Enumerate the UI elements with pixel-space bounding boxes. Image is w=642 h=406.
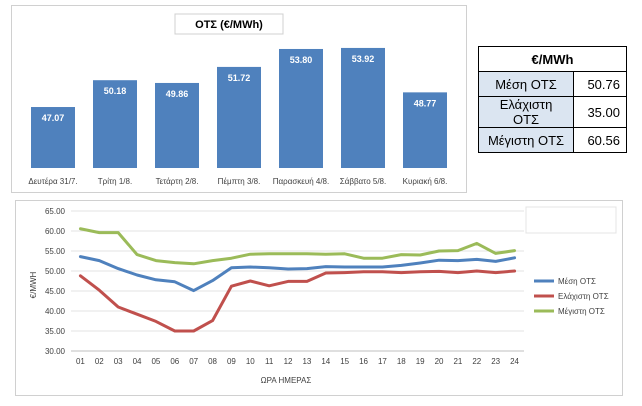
- x-tick-label: 19: [416, 357, 425, 366]
- x-tick-label: 14: [321, 357, 330, 366]
- y-tick-label: 60.00: [45, 227, 66, 236]
- summary-header-row: €/MWh: [478, 46, 627, 72]
- summary-header: €/MWh: [478, 46, 627, 72]
- x-tick-label: 13: [302, 357, 311, 366]
- legend-label: Μέγιστη ΟΤΣ: [558, 307, 605, 316]
- x-tick-label: 16: [359, 357, 368, 366]
- x-tick-label: 04: [133, 357, 142, 366]
- x-tick-label: 03: [114, 357, 123, 366]
- x-tick-label: 07: [189, 357, 198, 366]
- bar-value-label: 50.18: [104, 86, 127, 96]
- bar-1: [31, 107, 75, 168]
- bar-value-label: 53.80: [290, 55, 313, 65]
- x-tick-label: 11: [265, 357, 274, 366]
- bar-category-label: Πέμπτη 3/8.: [218, 177, 261, 186]
- bar-category-label: Σάββατο 5/8.: [340, 177, 386, 186]
- line-series-1: [78, 255, 517, 293]
- daily-price-bar-chart: ΟΤΣ (€/MWh) 47.07 Δευτέρα 31/7. 50.18 Τρίτη…: [11, 5, 467, 193]
- bar-6: [341, 47, 385, 168]
- y-tick-label: 35.00: [45, 327, 66, 336]
- bar-chart-title: ΟΤΣ (€/MWh): [195, 19, 263, 31]
- bar-value-label: 48.77: [414, 98, 437, 108]
- legend-label: Ελάχιστη ΟΤΣ: [558, 292, 609, 301]
- legend-label: Μέση ΟΤΣ: [558, 277, 596, 286]
- line-series-2: [78, 269, 517, 333]
- summary-value-mean: 50.76: [573, 71, 627, 97]
- summary-label-max: Μέγιστη ΟΤΣ: [478, 127, 574, 153]
- x-tick-label: 10: [246, 357, 255, 366]
- bar-value-label: 53.92: [352, 54, 375, 64]
- x-tick-label: 12: [284, 357, 293, 366]
- summary-row-max: Μέγιστη ΟΤΣ 60.56: [478, 127, 627, 153]
- summary-label-mean: Μέση ΟΤΣ: [478, 71, 574, 97]
- bar-4: [217, 66, 261, 168]
- bar-category-label: Κυριακή 6/8.: [403, 177, 448, 186]
- x-tick-label: 01: [76, 357, 85, 366]
- y-tick-label: 45.00: [45, 287, 66, 296]
- y-tick-label: 30.00: [45, 347, 66, 356]
- bar-2: [93, 80, 137, 168]
- y-tick-label: 50.00: [45, 267, 66, 276]
- price-summary-table: €/MWh Μέση ΟΤΣ 50.76 Ελάχιστη ΟΤΣ 35.00 …: [478, 46, 627, 153]
- bar-7: [403, 92, 447, 168]
- bar-category-label: Τρίτη 1/8.: [98, 177, 132, 186]
- x-tick-label: 20: [435, 357, 444, 366]
- bar-category-label: Παρασκευή 4/8.: [273, 177, 329, 186]
- bar-value-label: 51.72: [228, 73, 251, 83]
- summary-row-mean: Μέση ΟΤΣ 50.76: [478, 71, 627, 97]
- summary-label-min: Ελάχιστη ΟΤΣ: [478, 96, 574, 128]
- line-chart-series: [78, 227, 517, 333]
- bar-chart-title-box: [174, 13, 284, 35]
- summary-row-min: Ελάχιστη ΟΤΣ 35.00: [478, 96, 627, 128]
- bar-value-label: 49.86: [166, 89, 189, 99]
- bar-5: [279, 48, 323, 168]
- x-tick-label: 22: [472, 357, 481, 366]
- hourly-price-line-chart: 30.00 35.00 40.00 45.00 50.00 55.00 60.00 65.00…: [15, 200, 623, 396]
- line-chart-x-ticks: 01 02 03 04 05 06 07 08 09 10 11 12 13 14 15 16 17 18 19 20…: [76, 357, 520, 366]
- x-tick-label: 06: [170, 357, 179, 366]
- x-tick-label: 23: [491, 357, 500, 366]
- x-tick-label: 18: [397, 357, 406, 366]
- bar-category-label: Τετάρτη 2/8.: [156, 177, 199, 186]
- bar-chart-svg: ΟΤΣ (€/MWh) 47.07 Δευτέρα 31/7. 50.18 Τρίτη…: [28, 13, 448, 186]
- x-tick-label: 05: [151, 357, 160, 366]
- summary-value-max: 60.56: [573, 127, 627, 153]
- line-series-3: [78, 227, 517, 266]
- x-tick-label: 17: [378, 357, 387, 366]
- line-chart-legend: Μέση ΟΤΣ Ελάχιστη ΟΤΣ Μέγιστη ΟΤΣ: [534, 277, 609, 316]
- bar-3: [155, 82, 199, 168]
- x-tick-label: 02: [95, 357, 104, 366]
- x-tick-label: 24: [510, 357, 519, 366]
- y-tick-label: 55.00: [45, 247, 66, 256]
- line-chart-y-ticks: 30.00 35.00 40.00 45.00 50.00 55.00 60.00 65.00: [45, 207, 66, 356]
- y-tick-label: 40.00: [45, 307, 66, 316]
- x-tick-label: 15: [340, 357, 349, 366]
- bar-category-label: Δευτέρα 31/7.: [28, 177, 77, 186]
- bar-series: 47.07 Δευτέρα 31/7. 50.18 Τρίτη 1/8. 49.86 Τε…: [28, 47, 448, 186]
- x-tick-label: 09: [227, 357, 236, 366]
- bar-value-label: 47.07: [42, 113, 65, 123]
- summary-value-min: 35.00: [573, 96, 627, 128]
- line-chart-x-axis-label: ΩΡΑ ΗΜΕΡΑΣ: [261, 376, 312, 385]
- x-tick-label: 21: [453, 357, 462, 366]
- y-tick-label: 65.00: [45, 207, 66, 216]
- line-chart-y-axis-label: €/MWH: [29, 271, 38, 298]
- line-chart-svg: 30.00 35.00 40.00 45.00 50.00 55.00 60.00 65.00…: [29, 206, 617, 385]
- x-tick-label: 08: [208, 357, 217, 366]
- line-chart-blank-box: [525, 206, 617, 234]
